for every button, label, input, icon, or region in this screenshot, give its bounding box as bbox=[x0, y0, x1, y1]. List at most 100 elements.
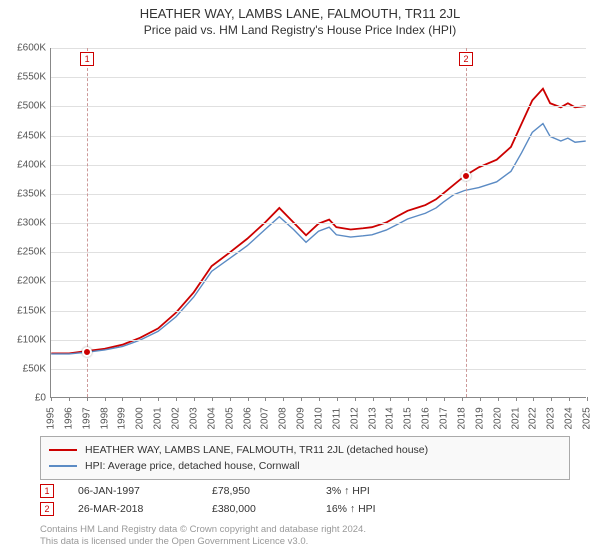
datapoint-pct: 3% ↑ HPI bbox=[326, 485, 416, 497]
y-axis-label: £400K bbox=[0, 159, 46, 170]
x-axis-label: 2000 bbox=[135, 410, 146, 430]
marker-dot bbox=[82, 347, 92, 357]
x-tick bbox=[69, 397, 70, 401]
x-axis-label: 2023 bbox=[546, 410, 557, 430]
x-axis-label: 2001 bbox=[153, 410, 164, 430]
x-tick bbox=[122, 397, 123, 401]
y-axis-label: £200K bbox=[0, 276, 46, 287]
legend-label-property: HEATHER WAY, LAMBS LANE, FALMOUTH, TR11 … bbox=[85, 444, 428, 456]
x-tick bbox=[462, 397, 463, 401]
x-axis-label: 1996 bbox=[63, 410, 74, 430]
x-axis-label: 2009 bbox=[296, 410, 307, 430]
datapoint-date: 26-MAR-2018 bbox=[78, 503, 188, 515]
x-tick bbox=[480, 397, 481, 401]
x-axis-label: 1995 bbox=[46, 410, 57, 430]
chart-title: HEATHER WAY, LAMBS LANE, FALMOUTH, TR11 … bbox=[0, 6, 600, 21]
legend-swatch-hpi bbox=[49, 465, 77, 467]
x-tick bbox=[551, 397, 552, 401]
x-tick bbox=[373, 397, 374, 401]
marker-dot bbox=[461, 171, 471, 181]
datapoint-price: £380,000 bbox=[212, 503, 302, 515]
x-axis-label: 2011 bbox=[331, 410, 342, 430]
x-axis-label: 2024 bbox=[564, 410, 575, 430]
x-axis-label: 2008 bbox=[278, 410, 289, 430]
x-tick bbox=[390, 397, 391, 401]
x-tick bbox=[426, 397, 427, 401]
x-axis-label: 1998 bbox=[99, 410, 110, 430]
y-axis-label: £450K bbox=[0, 130, 46, 141]
x-tick bbox=[408, 397, 409, 401]
datapoint-pct: 16% ↑ HPI bbox=[326, 503, 416, 515]
y-axis-label: £550K bbox=[0, 72, 46, 83]
series-line-property bbox=[51, 89, 585, 354]
datapoint-table: 1 06-JAN-1997 £78,950 3% ↑ HPI 2 26-MAR-… bbox=[40, 482, 570, 518]
gridline bbox=[51, 194, 586, 195]
y-axis-label: £300K bbox=[0, 218, 46, 229]
datapoint-flag-icon: 2 bbox=[40, 502, 54, 516]
x-axis-label: 1999 bbox=[117, 410, 128, 430]
x-axis-label: 2022 bbox=[528, 410, 539, 430]
x-axis-label: 2016 bbox=[421, 410, 432, 430]
gridline bbox=[51, 77, 586, 78]
legend-swatch-property bbox=[49, 449, 77, 451]
x-axis-label: 2004 bbox=[206, 410, 217, 430]
x-tick bbox=[194, 397, 195, 401]
x-axis-label: 2013 bbox=[367, 410, 378, 430]
x-tick bbox=[444, 397, 445, 401]
datapoint-flag-icon: 1 bbox=[40, 484, 54, 498]
x-tick bbox=[248, 397, 249, 401]
gridline bbox=[51, 106, 586, 107]
x-axis-label: 2010 bbox=[314, 410, 325, 430]
y-axis-label: £0 bbox=[0, 393, 46, 404]
series-line-hpi bbox=[51, 124, 585, 354]
x-tick bbox=[283, 397, 284, 401]
datapoint-price: £78,950 bbox=[212, 485, 302, 497]
x-tick bbox=[337, 397, 338, 401]
x-tick bbox=[230, 397, 231, 401]
x-axis-label: 2025 bbox=[582, 410, 593, 430]
y-axis-label: £600K bbox=[0, 43, 46, 54]
x-tick bbox=[140, 397, 141, 401]
y-axis-label: £500K bbox=[0, 101, 46, 112]
x-tick bbox=[498, 397, 499, 401]
x-axis-label: 2002 bbox=[171, 410, 182, 430]
license-line: This data is licensed under the Open Gov… bbox=[40, 536, 570, 548]
chart-subtitle: Price paid vs. HM Land Registry's House … bbox=[0, 23, 600, 37]
x-tick bbox=[87, 397, 88, 401]
x-tick bbox=[301, 397, 302, 401]
x-tick bbox=[516, 397, 517, 401]
gridline bbox=[51, 311, 586, 312]
license-footer: Contains HM Land Registry data © Crown c… bbox=[40, 524, 570, 548]
x-tick bbox=[569, 397, 570, 401]
gridline bbox=[51, 340, 586, 341]
legend-label-hpi: HPI: Average price, detached house, Corn… bbox=[85, 460, 300, 472]
legend-box: HEATHER WAY, LAMBS LANE, FALMOUTH, TR11 … bbox=[40, 436, 570, 480]
license-line: Contains HM Land Registry data © Crown c… bbox=[40, 524, 570, 536]
marker-vline bbox=[466, 48, 467, 397]
x-axis-label: 1997 bbox=[81, 410, 92, 430]
x-axis-label: 2021 bbox=[510, 410, 521, 430]
x-axis-label: 2003 bbox=[188, 410, 199, 430]
x-tick bbox=[587, 397, 588, 401]
legend-item-hpi: HPI: Average price, detached house, Corn… bbox=[49, 458, 561, 474]
datapoint-row: 2 26-MAR-2018 £380,000 16% ↑ HPI bbox=[40, 500, 570, 518]
datapoint-row: 1 06-JAN-1997 £78,950 3% ↑ HPI bbox=[40, 482, 570, 500]
x-axis-label: 2018 bbox=[456, 410, 467, 430]
y-axis-label: £250K bbox=[0, 247, 46, 258]
chart-plot-area: £0£50K£100K£150K£200K£250K£300K£350K£400… bbox=[50, 48, 586, 398]
marker-flag-icon: 1 bbox=[80, 52, 94, 66]
y-axis-label: £100K bbox=[0, 334, 46, 345]
x-tick bbox=[105, 397, 106, 401]
gridline bbox=[51, 369, 586, 370]
marker-vline bbox=[87, 48, 88, 397]
y-axis-label: £150K bbox=[0, 305, 46, 316]
x-tick bbox=[265, 397, 266, 401]
legend-item-property: HEATHER WAY, LAMBS LANE, FALMOUTH, TR11 … bbox=[49, 442, 561, 458]
x-axis-label: 2007 bbox=[260, 410, 271, 430]
x-tick bbox=[319, 397, 320, 401]
x-axis-label: 2017 bbox=[439, 410, 450, 430]
x-tick bbox=[51, 397, 52, 401]
gridline bbox=[51, 165, 586, 166]
marker-flag-icon: 2 bbox=[459, 52, 473, 66]
x-axis-label: 2020 bbox=[492, 410, 503, 430]
